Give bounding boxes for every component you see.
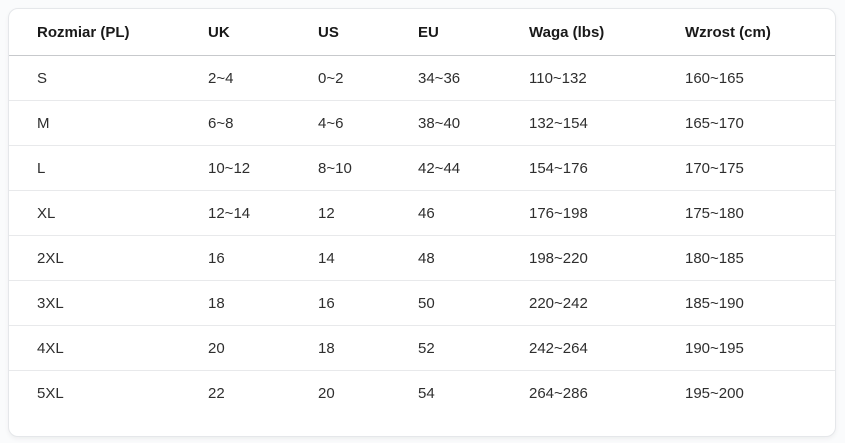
size-cell: 2XL: [9, 235, 208, 281]
size-cell: 4XL: [9, 325, 208, 371]
wzrost-cell: 195~200: [685, 384, 744, 402]
us-cell: 12: [318, 190, 418, 236]
us-cell: 18: [318, 325, 418, 371]
table-row: XL 12~14 12 46 176~198 175~180: [9, 190, 835, 236]
wzrost-cell: 175~180: [685, 190, 835, 236]
us-cell: 14: [318, 235, 418, 281]
header-cell-rozmiar: Rozmiar (PL): [9, 9, 208, 56]
eu-cell: 46: [418, 190, 529, 236]
header-cell-eu: EU: [418, 9, 529, 56]
us-cell: 0~2: [318, 55, 418, 101]
uk-cell: 6~8: [208, 100, 318, 146]
waga-cell: 132~154: [529, 100, 685, 146]
size-chart-card: Rozmiar (PL) UK US EU Waga (lbs) Wzrost …: [8, 8, 836, 437]
us-cell: 4~6: [318, 100, 418, 146]
eu-cell: 38~40: [418, 100, 529, 146]
eu-cell: 34~36: [418, 55, 529, 101]
size-cell: 3XL: [9, 280, 208, 326]
table-row: 4XL 20 18 52 242~264 190~195: [9, 325, 835, 371]
size-cell: XL: [9, 190, 208, 236]
table-row: L 10~12 8~10 42~44 154~176 170~175: [9, 145, 835, 191]
size-cell: 5XL: [37, 384, 64, 402]
table-row: 5XL 22 20 54 264~286 195~200: [9, 371, 835, 416]
eu-cell: 48: [418, 235, 529, 281]
wzrost-cell: 170~175: [685, 145, 835, 191]
uk-cell: 12~14: [208, 190, 318, 236]
eu-cell: 54: [418, 384, 435, 402]
uk-cell: 10~12: [208, 145, 318, 191]
table-row: M 6~8 4~6 38~40 132~154 165~170: [9, 100, 835, 146]
table-row: 2XL 16 14 48 198~220 180~185: [9, 235, 835, 281]
size-chart-table: Rozmiar (PL) UK US EU Waga (lbs) Wzrost …: [9, 9, 835, 416]
uk-cell: 22: [208, 384, 225, 402]
wzrost-cell: 190~195: [685, 325, 835, 371]
header-cell-waga: Waga (lbs): [529, 9, 685, 56]
us-cell: 20: [318, 384, 335, 402]
table-row: S 2~4 0~2 34~36 110~132 160~165: [9, 55, 835, 101]
waga-cell: 154~176: [529, 145, 685, 191]
waga-cell: 264~286: [529, 384, 588, 402]
size-cell: M: [9, 100, 208, 146]
table-header: Rozmiar (PL) UK US EU Waga (lbs) Wzrost …: [9, 9, 835, 56]
wzrost-cell: 165~170: [685, 100, 835, 146]
header-cell-us: US: [318, 9, 418, 56]
wzrost-cell: 160~165: [685, 55, 835, 101]
eu-cell: 52: [418, 325, 529, 371]
us-cell: 16: [318, 280, 418, 326]
uk-cell: 16: [208, 235, 318, 281]
header-row: Rozmiar (PL) UK US EU Waga (lbs) Wzrost …: [9, 9, 835, 56]
us-cell: 8~10: [318, 145, 418, 191]
table-body: S 2~4 0~2 34~36 110~132 160~165 M 6~8 4~…: [9, 55, 835, 416]
uk-cell: 18: [208, 280, 318, 326]
eu-cell: 50: [418, 280, 529, 326]
size-cell: S: [9, 55, 208, 101]
waga-cell: 242~264: [529, 325, 685, 371]
header-cell-wzrost: Wzrost (cm): [685, 9, 835, 56]
waga-cell: 176~198: [529, 190, 685, 236]
eu-cell: 42~44: [418, 145, 529, 191]
header-cell-uk: UK: [208, 9, 318, 56]
uk-cell: 2~4: [208, 55, 318, 101]
waga-cell: 110~132: [529, 55, 685, 101]
wzrost-cell: 185~190: [685, 280, 835, 326]
uk-cell: 20: [208, 325, 318, 371]
size-cell: L: [9, 145, 208, 191]
wzrost-cell: 180~185: [685, 235, 835, 281]
waga-cell: 198~220: [529, 235, 685, 281]
table-row: 3XL 18 16 50 220~242 185~190: [9, 280, 835, 326]
waga-cell: 220~242: [529, 280, 685, 326]
